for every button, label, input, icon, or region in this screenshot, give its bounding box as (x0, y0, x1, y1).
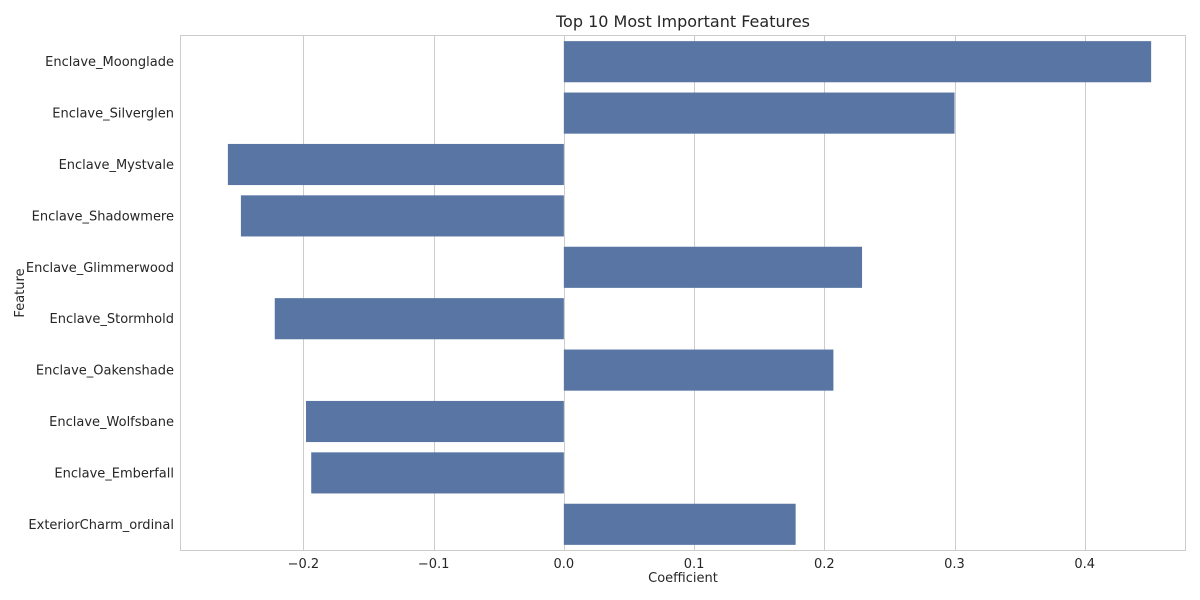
bar-enclave-mystvale (227, 143, 564, 186)
bar-enclave-wolfsbane (306, 400, 564, 443)
y-tick-labels: Enclave_Moonglade Enclave_Silverglen Encla… (26, 55, 174, 533)
x-tick-label: 0.0 (554, 557, 575, 572)
y-tick-label: Enclave_Wolfsbane (49, 415, 174, 430)
bar-enclave-glimmerwood (563, 246, 863, 288)
y-tick-label: Enclave_Shadowmere (32, 209, 174, 224)
bar-enclave-emberfall (311, 452, 564, 494)
y-tick-label: Enclave_Oakenshade (36, 364, 174, 379)
x-tick-label: 0.4 (1074, 557, 1095, 572)
chart-title: Top 10 Most Important Features (555, 12, 810, 31)
y-tick-label: ExteriorCharm_ordinal (28, 518, 174, 533)
x-tick-label: 0.2 (814, 557, 835, 572)
bars (227, 41, 1152, 545)
x-tick-label: −0.2 (288, 557, 320, 572)
bar-enclave-moonglade (563, 41, 1152, 83)
plot-frame (180, 35, 1186, 551)
y-tick-label: Enclave_Emberfall (54, 466, 174, 481)
bar-enclave-silverglen (563, 92, 955, 134)
x-tick-label: 0.1 (684, 557, 705, 572)
bar-enclave-shadowmere (240, 195, 564, 237)
x-tick-label: −0.1 (418, 557, 450, 572)
y-tick-label: Enclave_Stormhold (49, 312, 174, 327)
bar-enclave-oakenshade (563, 349, 834, 391)
y-tick-label: Enclave_Moonglade (45, 55, 174, 70)
y-tick-label: Enclave_Silverglen (52, 107, 174, 122)
bar-enclave-stormhold (274, 298, 564, 340)
y-tick-label: Enclave_Glimmerwood (26, 261, 174, 276)
x-tick-labels: −0.2 −0.1 0.0 0.1 0.2 0.3 0.4 (288, 557, 1095, 572)
y-tick-label: Enclave_Mystvale (59, 158, 174, 173)
x-tick-label: 0.3 (944, 557, 965, 572)
x-axis-label: Coefficient (648, 571, 718, 586)
y-axis-label: Feature (13, 268, 28, 317)
bar-exteriorcharm-ordinal (563, 503, 796, 545)
